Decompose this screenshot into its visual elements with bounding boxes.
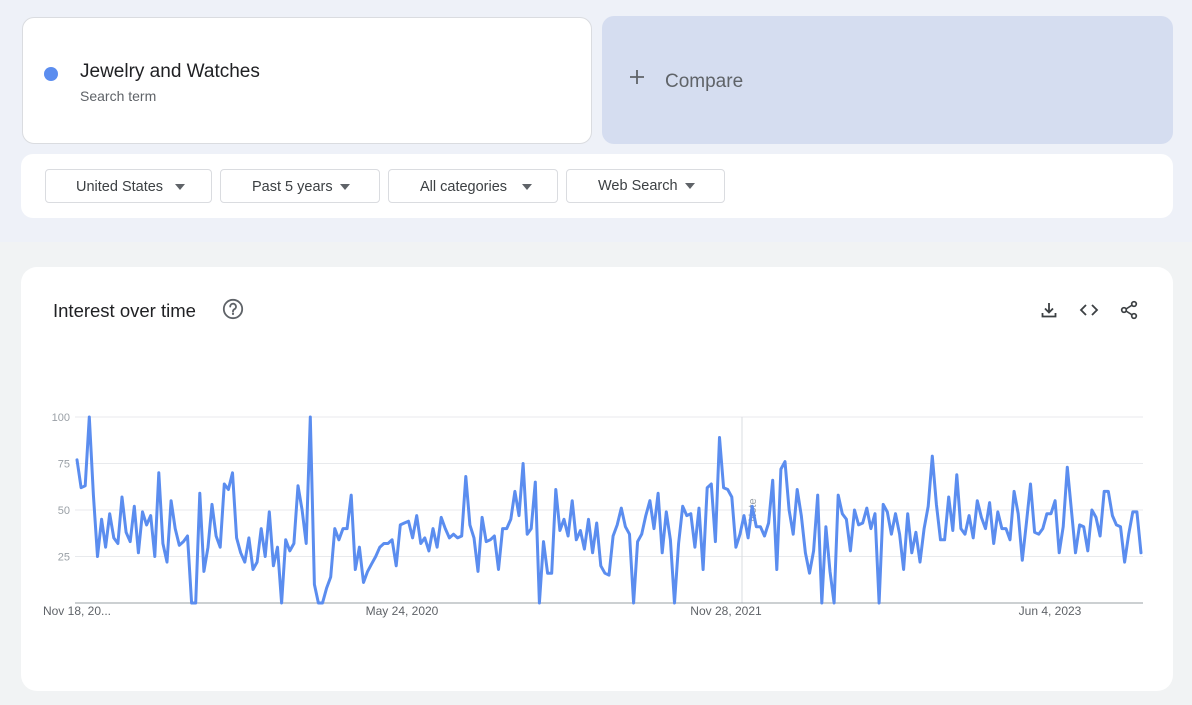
compare-button[interactable]: Compare — [602, 16, 1173, 144]
y-tick-label: 50 — [58, 505, 70, 517]
y-tick-label: 100 — [52, 412, 70, 424]
embed-icon[interactable] — [1079, 300, 1099, 320]
region-filter-label: United States — [76, 179, 164, 195]
chart-title: Interest over time — [53, 300, 196, 321]
time-range-filter-label: Past 5 years — [252, 179, 333, 195]
compare-label: Compare — [665, 71, 744, 92]
y-tick-label: 75 — [58, 459, 70, 471]
x-tick-label: Nov 28, 2021 — [690, 604, 762, 618]
filter-bar: United States Past 5 years All categorie… — [21, 154, 1173, 218]
category-filter-label: All categories — [420, 179, 508, 195]
search-type-filter[interactable]: Web Search — [566, 169, 725, 203]
x-tick-label: May 24, 2020 — [366, 604, 439, 618]
search-term-card[interactable]: Jewelry and Watches Search term — [22, 17, 592, 144]
term-color-dot — [44, 67, 58, 81]
x-tick-label: Nov 18, 20... — [43, 604, 111, 618]
series-line — [75, 415, 1143, 605]
time-range-filter[interactable]: Past 5 years — [220, 169, 380, 203]
search-type-filter-label: Web Search — [598, 178, 678, 194]
help-icon[interactable] — [222, 298, 244, 320]
download-icon[interactable] — [1039, 300, 1059, 320]
search-term-name: Jewelry and Watches — [80, 61, 260, 82]
region-filter[interactable]: United States — [45, 169, 212, 203]
category-filter[interactable]: All categories — [388, 169, 558, 203]
caret-down-icon — [685, 183, 695, 189]
interest-over-time-card: Interest over time 25 50 75 100 Note Nov 18… — [21, 267, 1173, 691]
x-tick-label: Jun 4, 2023 — [1019, 604, 1082, 618]
share-icon[interactable] — [1119, 300, 1139, 320]
caret-down-icon — [340, 184, 350, 190]
search-term-subtitle: Search term — [80, 88, 157, 104]
plus-icon — [630, 70, 644, 84]
caret-down-icon — [522, 184, 532, 190]
caret-down-icon — [175, 184, 185, 190]
y-tick-label: 25 — [58, 552, 70, 564]
